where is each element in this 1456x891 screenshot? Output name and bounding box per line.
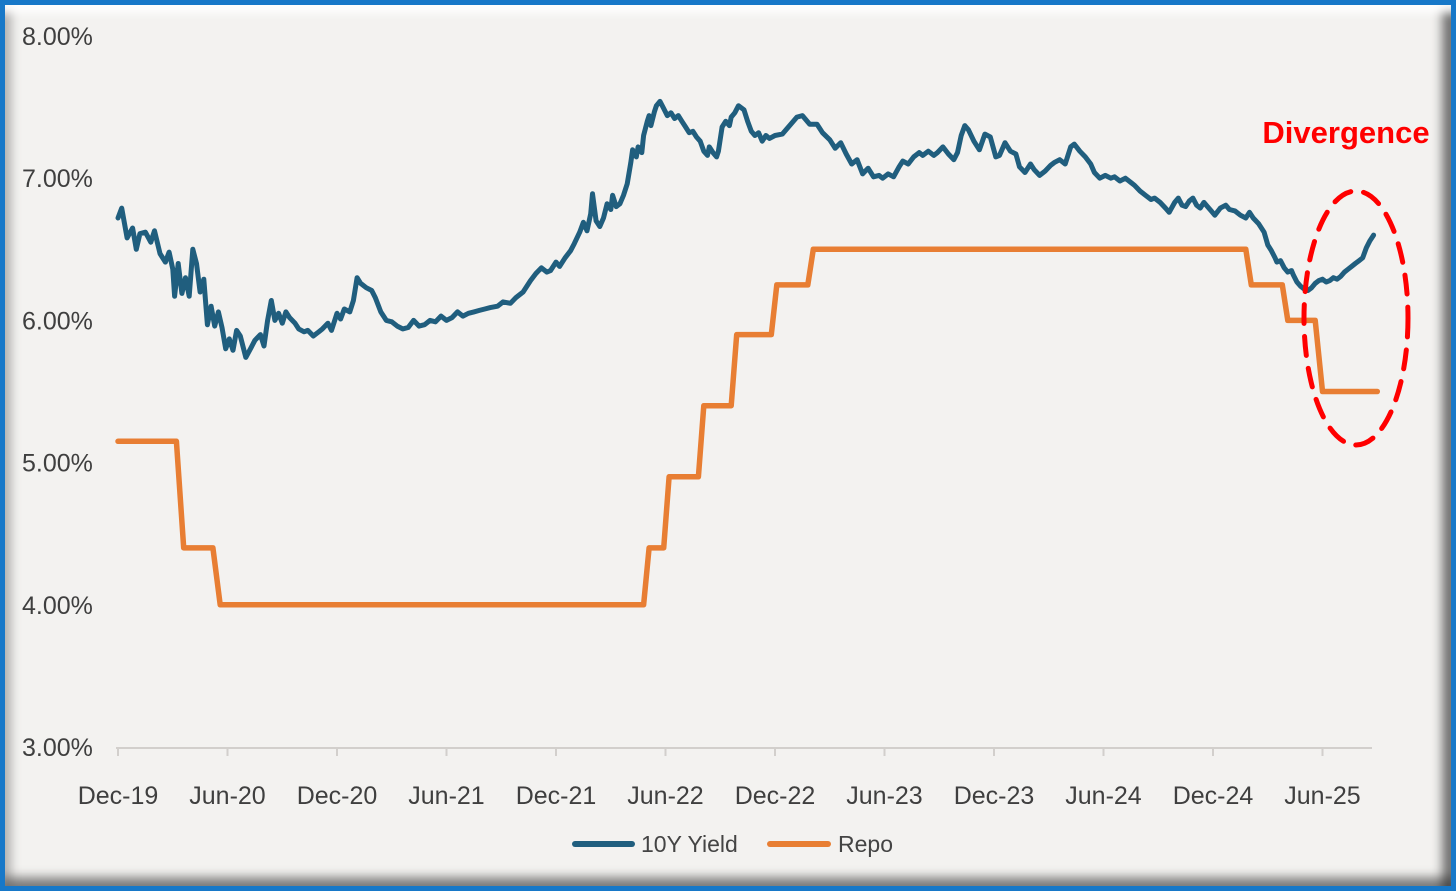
y-tick-label: 5.00%	[22, 450, 93, 478]
x-tick-label: Dec-21	[516, 782, 597, 810]
y-tick-label: 7.00%	[22, 165, 93, 193]
x-tick-label: Jun-22	[627, 782, 703, 810]
y-tick-label: 8.00%	[22, 23, 93, 51]
x-tick-label: Jun-24	[1065, 782, 1142, 810]
x-tick-label: Dec-22	[735, 782, 816, 810]
y-tick-label: 4.00%	[22, 592, 93, 620]
divergence-highlight-ellipse	[1301, 188, 1411, 448]
y-axis-labels: 8.00% 7.00% 6.00% 5.00% 4.00% 3.00%	[22, 23, 93, 762]
x-tick-label: Dec-20	[297, 782, 378, 810]
x-tick-label: Jun-20	[189, 782, 265, 810]
x-tick-label: Dec-19	[78, 782, 159, 810]
x-axis-ticks-and-labels: Dec-19 Jun-20 Dec-20 Jun-21 Dec-21 Jun-22 Dec-…	[78, 748, 1361, 810]
x-tick-label: Jun-21	[408, 782, 484, 810]
x-tick-label: Dec-23	[954, 782, 1035, 810]
divergence-annotation-label: Divergence	[1262, 115, 1429, 150]
legend-yield-label: 10Y Yield	[641, 831, 738, 857]
ten-year-yield-series-line	[115, 98, 1377, 360]
x-tick-label: Jun-23	[846, 782, 922, 810]
legend: 10Y Yield Repo	[572, 831, 893, 857]
repo-rate-series-line	[115, 246, 1381, 608]
x-tick-label: Dec-24	[1173, 782, 1254, 810]
y-tick-label: 6.00%	[22, 307, 93, 335]
legend-repo-label: Repo	[838, 831, 893, 857]
y-tick-label: 3.00%	[22, 734, 93, 762]
x-tick-label: Jun-25	[1284, 782, 1360, 810]
